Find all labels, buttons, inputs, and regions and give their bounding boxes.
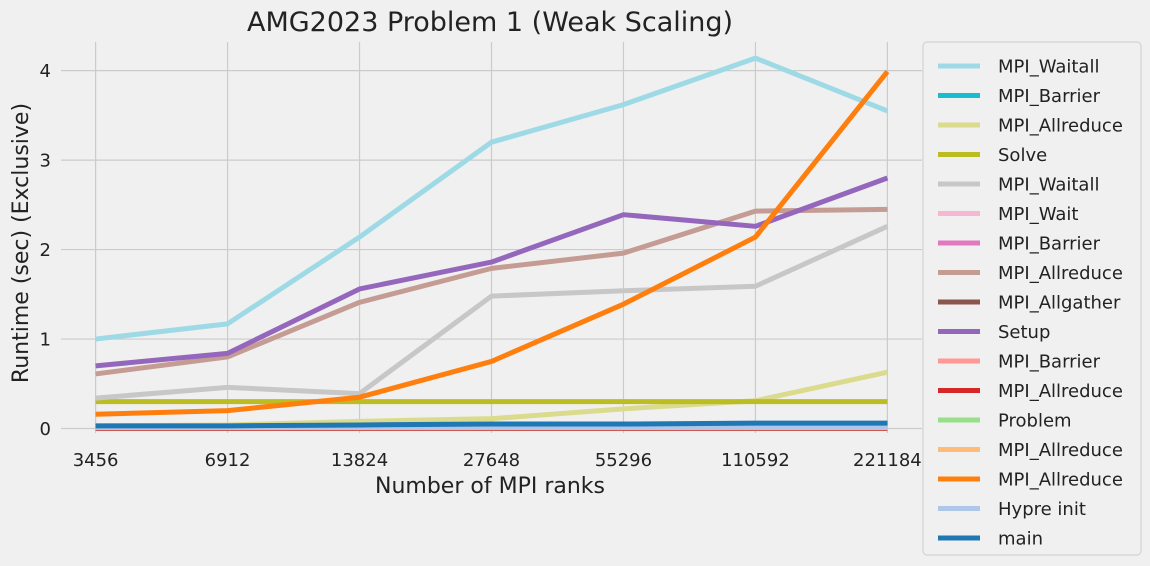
y-tick-label: 4 [40, 61, 51, 82]
x-tick-label: 3456 [73, 450, 119, 471]
x-tick-label: 55296 [595, 450, 652, 471]
y-axis-label: Runtime (sec) (Exclusive) [9, 103, 34, 383]
x-tick-label: 27648 [463, 450, 520, 471]
legend-label: MPI_Waitall [998, 57, 1099, 78]
y-tick-label: 2 [40, 240, 51, 261]
x-tick-label: 6912 [205, 450, 251, 471]
series-layer [95, 55, 890, 432]
legend-label: Setup [998, 322, 1050, 343]
ticks: 3456 6912 13824 27648 55296 110592 221184 0 1 2 3 4 [40, 61, 922, 471]
legend: MPI_Waitall MPI_Barrier MPI_Allreduce Solve… [922, 41, 1142, 556]
legend-label: main [998, 529, 1043, 550]
legend-label: MPI_Allreduce [998, 116, 1123, 137]
legend-label: MPI_Allreduce [998, 440, 1123, 461]
legend-label: Hypre init [998, 499, 1086, 520]
series-line [95, 224, 889, 401]
x-axis-label: Number of MPI ranks [375, 474, 605, 499]
legend-label: MPI_Wait [998, 204, 1078, 225]
legend-label: MPI_Barrier [998, 234, 1101, 255]
series-line [95, 206, 888, 377]
series-line [95, 69, 890, 417]
legend-label: Problem [998, 411, 1072, 432]
legend-label: Solve [998, 145, 1047, 166]
series-line [95, 175, 889, 369]
legend-label: MPI_Allgather [998, 293, 1121, 314]
legend-label: MPI_Allreduce [998, 263, 1123, 284]
series-line [95, 420, 888, 429]
x-tick-label: 221184 [853, 450, 922, 471]
y-tick-label: 1 [40, 330, 51, 351]
y-tick-label: 3 [40, 151, 51, 172]
series-line [95, 55, 889, 342]
x-tick-label: 110592 [721, 450, 790, 471]
legend-label: MPI_Allreduce [998, 470, 1123, 491]
x-tick-label: 13824 [331, 450, 388, 471]
chart-title: AMG2023 Problem 1 (Weak Scaling) [247, 7, 733, 38]
y-tick-label: 0 [40, 419, 51, 440]
legend-label: MPI_Waitall [998, 175, 1099, 196]
legend-frame [922, 41, 1142, 556]
legend-label: MPI_Allreduce [998, 381, 1123, 402]
legend-label: MPI_Barrier [998, 352, 1101, 373]
legend-label: MPI_Barrier [998, 86, 1101, 107]
